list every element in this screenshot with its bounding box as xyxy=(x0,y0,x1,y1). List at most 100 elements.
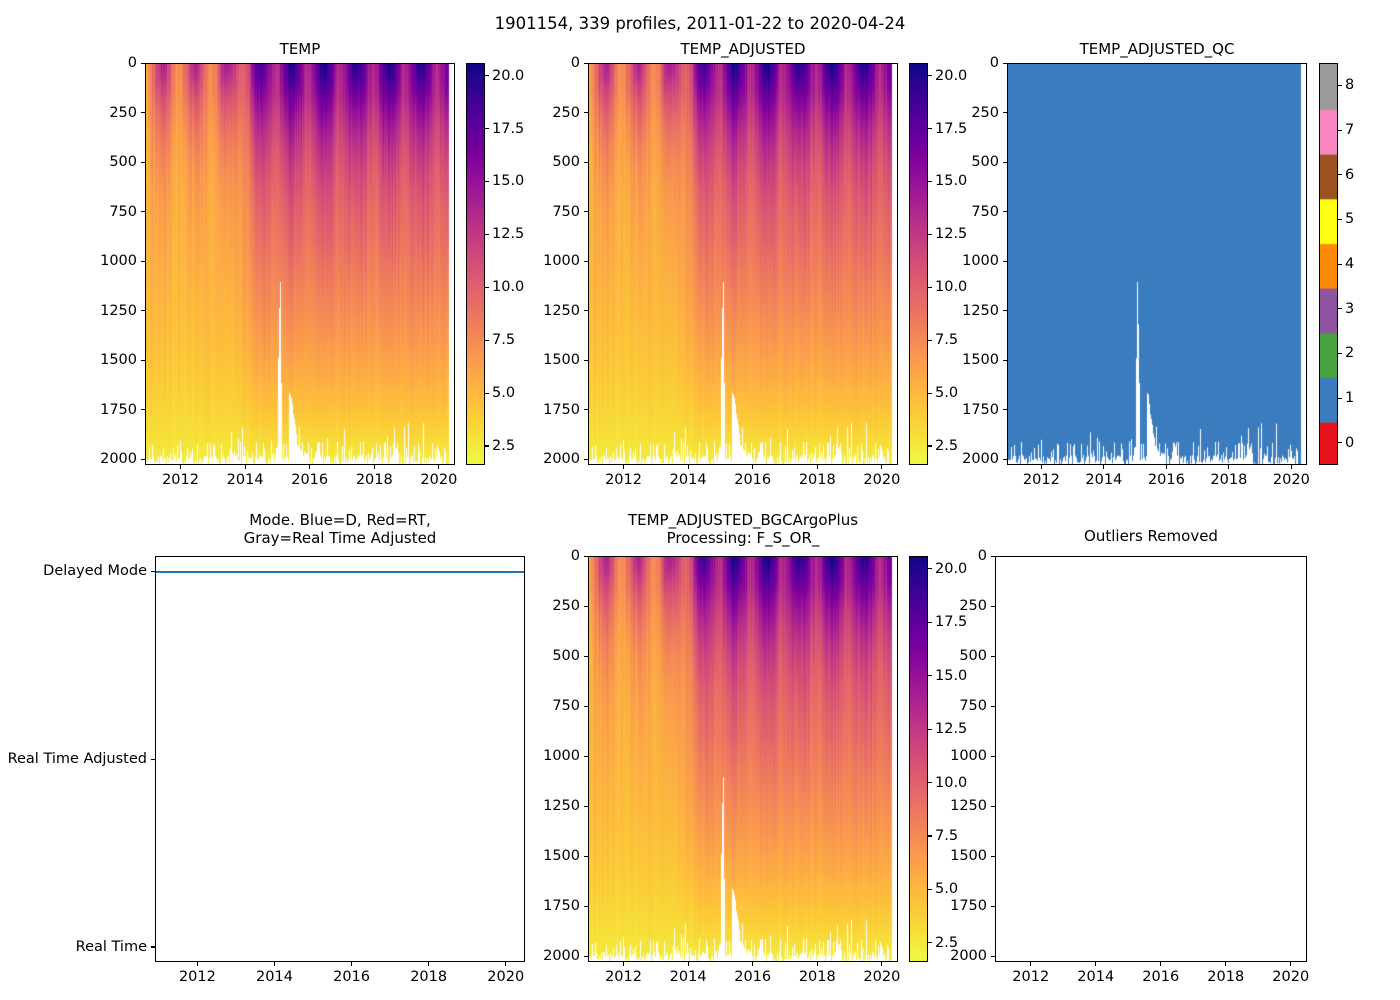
cb-tempadj-cbtick-label-2: 7.5 xyxy=(935,332,959,349)
ax-temp-ytick-label-250: 250 xyxy=(109,104,137,121)
panel-outliers-title: Outliers Removed xyxy=(1084,527,1218,545)
cb-tempadj-cbtick-3 xyxy=(928,286,932,288)
ax-temp-xtick-2020 xyxy=(438,465,440,469)
ax-tempadj-ytick-label-2000: 2000 xyxy=(543,451,580,468)
panel-bgc-axes[interactable] xyxy=(588,556,898,962)
cb-qc-cbtick-4 xyxy=(1338,263,1342,265)
cb-temp-cbtick-4 xyxy=(485,233,489,235)
panel-temp-adjusted-qc-title: TEMP_ADJUSTED_QC xyxy=(1079,40,1235,58)
ax-temp-ytick-label-1000: 1000 xyxy=(100,253,137,270)
ax-out-ytick-2000 xyxy=(991,955,995,957)
ax-tempadj-ytick-label-1000: 1000 xyxy=(543,253,580,270)
panel-temp-axes[interactable] xyxy=(145,63,455,465)
ax-mode2-xtick-2018 xyxy=(428,962,430,966)
cb-bgc-cbtick-label-2: 7.5 xyxy=(935,827,959,844)
panel-temp-adjusted-qc-colorbar[interactable] xyxy=(1319,63,1338,465)
ax-bgc-xtick-label-2020: 2020 xyxy=(863,969,901,985)
panel-bgc-colorbar[interactable] xyxy=(909,556,928,962)
cb-tempadj-cbtick-label-1: 5.0 xyxy=(935,385,959,402)
cb-temp-cbtick-label-4: 12.5 xyxy=(492,226,525,243)
ax-temp-ytick-label-1500: 1500 xyxy=(100,352,137,369)
ax-temp-xtick-2018 xyxy=(373,465,375,469)
ax-out-ytick-label-2000: 2000 xyxy=(950,948,987,964)
cb-bgc-cbtick-7 xyxy=(928,568,932,570)
cb-tempadj-cbtick-6 xyxy=(928,128,932,130)
ax-out-ytick-label-1000: 1000 xyxy=(950,748,987,764)
ax-bgc-ytick-2000 xyxy=(584,955,588,957)
cb-tempadj-cbtick-0 xyxy=(928,445,932,447)
cb-bgc-cbtick-5 xyxy=(928,675,932,677)
ax-temp-xtick-label-2012: 2012 xyxy=(162,472,199,488)
ax-temp-xtick-2016 xyxy=(309,465,311,469)
ax-bgc-xtick-label-2012: 2012 xyxy=(605,969,642,985)
ax-temp-ytick-label-750: 750 xyxy=(109,203,137,220)
mode-ytick-label-1: Real Time Adjusted xyxy=(7,751,147,767)
ax-out-ytick-label-750: 750 xyxy=(959,698,987,714)
ax-bgc-xtick-2016 xyxy=(752,962,754,966)
cb-qc-cbtick-label-3: 3 xyxy=(1345,300,1355,317)
ax-qc-ytick-750 xyxy=(1003,211,1007,213)
ax-bgc-ytick-750 xyxy=(584,705,588,707)
panel-outliers-axes[interactable] xyxy=(995,556,1307,962)
cb-tempadj-cbtick-label-5: 15.0 xyxy=(935,173,968,190)
cb-qc-cbtick-3 xyxy=(1338,308,1342,310)
ax-temp-ytick-1250 xyxy=(141,310,145,312)
ax-tempadj-xtick-label-2018: 2018 xyxy=(798,472,836,488)
cb-qc-cbtick-label-7: 7 xyxy=(1345,122,1355,138)
cb-tempadj-cbtick-5 xyxy=(928,180,932,183)
ax-temp-ytick-500 xyxy=(141,161,145,163)
ax-tempadj-xtick-label-2020: 2020 xyxy=(863,472,901,488)
ax-bgc-ytick-1000 xyxy=(584,755,588,757)
ax-qc-ytick-label-750: 750 xyxy=(971,203,999,220)
ax-bgc-xtick-label-2014: 2014 xyxy=(669,969,707,985)
ax-bgc-ytick-1750 xyxy=(584,905,588,907)
panel-temp-colorbar[interactable] xyxy=(466,63,485,465)
ax-bgc-ytick-0 xyxy=(584,555,588,557)
cb-qc-cbtick-1 xyxy=(1338,397,1342,399)
panel-mode-title-line2: Gray=Real Time Adjusted xyxy=(243,529,437,548)
ax-qc-xtick-2012 xyxy=(1040,465,1042,469)
figure-suptitle: 1901154, 339 profiles, 2011-01-22 to 202… xyxy=(494,14,906,33)
cb-bgc-cbtick-label-0: 2.5 xyxy=(935,934,959,951)
ax-bgc-ytick-label-1500: 1500 xyxy=(543,848,580,864)
ax-out-ytick-1250 xyxy=(991,805,995,807)
ax-mode2-xtick-2012 xyxy=(196,962,198,966)
ax-temp-ytick-label-1750: 1750 xyxy=(100,401,137,418)
cb-tempadj-cbtick-2 xyxy=(928,339,932,341)
cb-tempadj-cbtick-label-3: 10.0 xyxy=(935,279,968,296)
ax-tempadj-ytick-750 xyxy=(584,211,588,213)
ax-qc-ytick-500 xyxy=(1003,161,1007,163)
ax-temp-xtick-label-2020: 2020 xyxy=(420,472,458,488)
cb-temp-cbtick-6 xyxy=(485,128,489,130)
ax-out-ytick-1000 xyxy=(991,755,995,757)
ax-bgc-ytick-label-1000: 1000 xyxy=(543,748,580,764)
panel-temp-adjusted-qc-axes[interactable] xyxy=(1007,63,1307,465)
mode-ytick-1 xyxy=(151,758,155,760)
ax-tempadj-ytick-0 xyxy=(584,62,588,64)
ax-tempadj-ytick-1250 xyxy=(584,310,588,312)
ax-out-ytick-label-0: 0 xyxy=(977,548,987,564)
ax-tempadj-xtick-2016 xyxy=(752,465,754,469)
ax-out-ytick-250 xyxy=(991,605,995,607)
ax-qc-ytick-label-1500: 1500 xyxy=(962,352,999,369)
cb-bgc-cbtick-label-6: 17.5 xyxy=(935,614,968,631)
ax-qc-ytick-1500 xyxy=(1003,359,1007,361)
ax-qc-ytick-label-500: 500 xyxy=(971,154,999,170)
ax-out-xtick-label-2012: 2012 xyxy=(1012,969,1050,985)
ax-out-ytick-label-500: 500 xyxy=(959,648,987,664)
ax-bgc-ytick-500 xyxy=(584,655,588,657)
ax-bgc-ytick-1500 xyxy=(584,855,588,857)
panel-temp-adjusted-colorbar[interactable] xyxy=(909,63,928,465)
panel-temp-adjusted-axes[interactable] xyxy=(588,63,898,465)
ax-tempadj-xtick-2018 xyxy=(816,465,818,469)
ax-qc-ytick-0 xyxy=(1003,62,1007,64)
ax-tempadj-xtick-2020 xyxy=(881,465,883,469)
cb-tempadj-cbtick-label-7: 20.0 xyxy=(935,67,968,84)
ax-out-xtick-label-2016: 2016 xyxy=(1142,969,1180,985)
ax-qc-ytick-label-0: 0 xyxy=(989,55,999,71)
cb-temp-cbtick-label-5: 15.0 xyxy=(492,173,525,190)
ax-out-ytick-label-1750: 1750 xyxy=(950,898,987,914)
cb-bgc-cbtick-6 xyxy=(928,621,932,623)
cb-qc-cbtick-label-4: 4 xyxy=(1345,256,1355,272)
panel-mode-axes[interactable] xyxy=(155,556,525,962)
